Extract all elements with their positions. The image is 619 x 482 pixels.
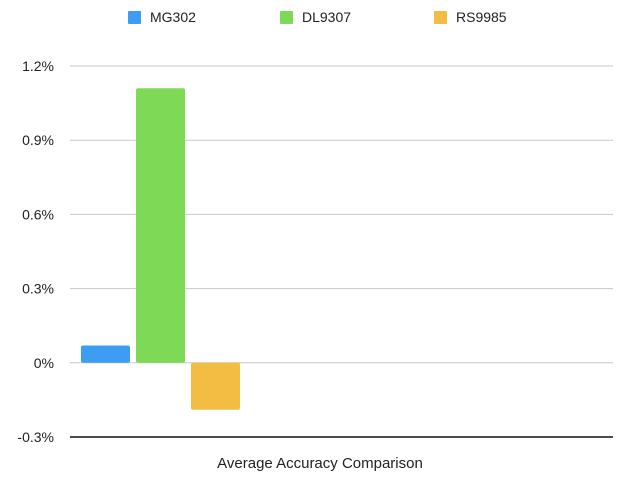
legend-label-mg302: MG302: [150, 9, 196, 25]
legend-item-mg302: MG302: [128, 9, 196, 25]
legend-item-rs9985: RS9985: [434, 9, 507, 25]
legend-swatch-dl9307: [280, 10, 293, 24]
y-tick-label: 1.2%: [22, 58, 54, 74]
x-axis-label: Average Accuracy Comparison: [217, 455, 423, 472]
bars: [81, 88, 240, 410]
legend-label-dl9307: DL9307: [302, 9, 352, 25]
legend-swatch-rs9985: [434, 10, 447, 24]
legend-label-rs9985: RS9985: [456, 9, 507, 25]
legend-item-dl9307: DL9307: [280, 9, 351, 25]
y-tick-label: 0.6%: [22, 206, 54, 222]
y-axis-tick-labels: -0.3% 0% 0.3% 0.6% 0.9% 1.2%: [17, 58, 54, 445]
bar-mg302: [81, 345, 130, 363]
legend-swatch-mg302: [128, 10, 141, 24]
y-tick-label: 0.3%: [22, 281, 54, 297]
y-tick-label: -0.3%: [17, 429, 54, 445]
y-tick-label: 0%: [34, 355, 54, 371]
bar-rs9985: [191, 362, 240, 410]
y-tick-label: 0.9%: [22, 132, 54, 148]
legend: MG302 DL9307 RS9985: [0, 9, 619, 29]
bar-dl9307: [136, 88, 185, 363]
